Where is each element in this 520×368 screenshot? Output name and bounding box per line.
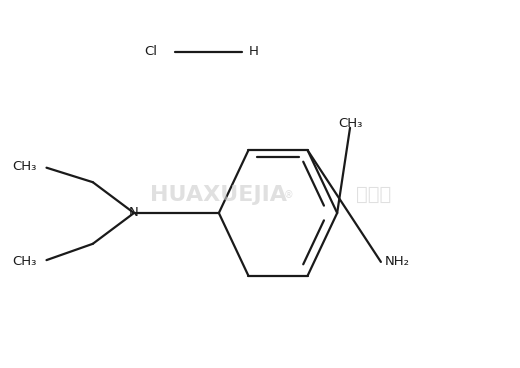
Text: H: H	[249, 45, 258, 58]
Text: N: N	[129, 206, 139, 219]
Text: NH₂: NH₂	[384, 255, 409, 268]
Text: CH₃: CH₃	[12, 255, 36, 268]
Text: CH₃: CH₃	[12, 160, 36, 173]
Text: 化学加: 化学加	[356, 185, 391, 204]
Text: Cl: Cl	[144, 45, 157, 58]
Text: HUAXUEJIA: HUAXUEJIA	[150, 185, 288, 205]
Text: ®: ®	[283, 190, 293, 200]
Text: CH₃: CH₃	[338, 117, 362, 130]
